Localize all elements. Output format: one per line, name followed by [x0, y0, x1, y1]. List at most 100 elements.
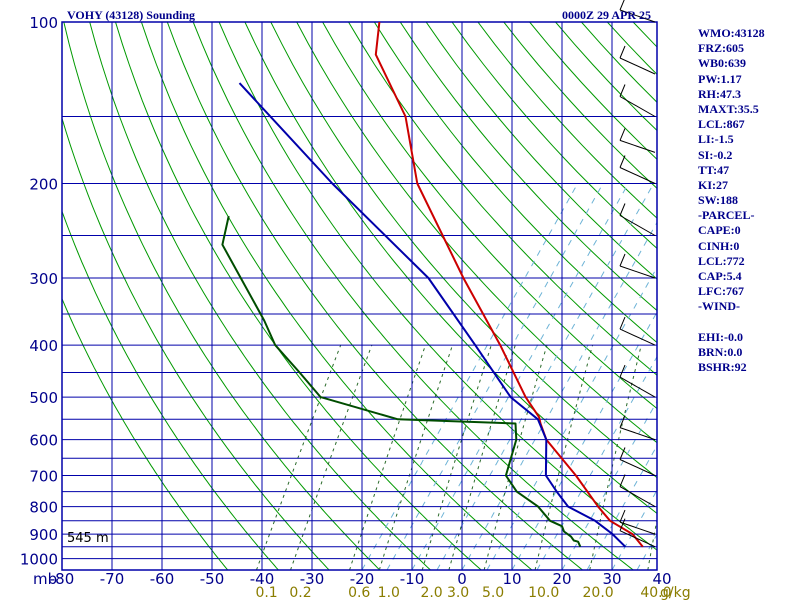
mixing-ratio-label: 1.0	[378, 585, 400, 600]
stat-item: CINH:0	[698, 238, 740, 253]
wind-barb	[619, 203, 656, 236]
dry-adiabat	[581, 22, 657, 103]
wind-barb	[619, 155, 656, 184]
mixing-ratio-line	[448, 344, 516, 570]
stat-item: SW:188	[698, 193, 739, 208]
mixing-ratio-line	[421, 344, 492, 570]
temperature-tick-label: -80	[50, 570, 75, 588]
stat-item: KI:27	[698, 177, 728, 192]
mixing-ratio-label: 40.0	[640, 585, 671, 600]
temperature-tick-label: 20	[552, 570, 571, 588]
pressure-tick-label: 600	[29, 432, 58, 450]
dry-adiabat	[218, 22, 657, 551]
dry-adiabat	[62, 116, 330, 570]
dry-adiabat	[425, 22, 657, 280]
stat-item	[698, 315, 765, 330]
wind-barb	[619, 364, 656, 398]
wind-barb	[619, 128, 656, 153]
moist-adiabat	[536, 355, 657, 570]
stat-item: CAP:5.4	[698, 269, 742, 283]
stat-item: LFC:767	[698, 284, 744, 299]
moist-adiabat	[636, 533, 657, 570]
parcel-line	[238, 82, 627, 548]
pressure-tick-label: 800	[29, 499, 58, 517]
pressure-tick-label: 100	[29, 14, 58, 32]
wind-barb	[619, 45, 656, 75]
pressure-tick-label: 1000	[20, 551, 58, 569]
temperature-tick-label: 10	[502, 570, 521, 588]
dry-adiabat	[348, 22, 657, 376]
temperature-tick-label: -40	[250, 570, 275, 588]
surface-height-label: 545 m	[67, 531, 109, 546]
stat-item: BSHR:92	[698, 360, 747, 375]
stat-item: WB0:639	[698, 56, 746, 71]
wind-barb	[619, 415, 656, 441]
temperature-line	[374, 22, 644, 548]
stats-panel: WMO:43128 FRZ:605 WB0:639 PW:1.17 RH:47.3 MAX…	[698, 26, 765, 375]
moist-adiabat	[361, 183, 579, 570]
mixing-ratio-line	[290, 344, 373, 570]
moist-adiabat	[386, 183, 604, 570]
dry-adiabat	[89, 22, 431, 570]
sounding-datetime: 0000Z 29 APR 25	[562, 8, 652, 22]
moist-adiabat	[411, 183, 629, 570]
pressure-tick-label: 500	[29, 389, 58, 407]
temperature-tick-label: -20	[350, 570, 375, 588]
mixing-ratio-label: 3.0	[447, 585, 469, 600]
temperature-tick-label: -60	[150, 570, 175, 588]
mixing-ratio-label: 10.0	[528, 585, 559, 600]
mixing-ratio-label: 0.2	[289, 585, 311, 600]
wind-barb	[619, 447, 656, 476]
mixing-ratio-line	[647, 517, 657, 570]
stat-item: -WIND-	[698, 299, 740, 314]
dewpoint-line	[221, 215, 582, 548]
dry-adiabat	[62, 210, 279, 570]
stat-item: MAXT:35.5	[698, 101, 759, 116]
mixing-ratio-label: 5.0	[482, 585, 504, 600]
stat-item: PW:1.17	[698, 71, 742, 86]
temperature-tick-label: 40	[652, 570, 671, 588]
dry-adiabat	[166, 22, 583, 570]
stat-item: SI:-0.2	[698, 147, 733, 162]
dry-adiabat	[451, 22, 657, 250]
temperature-tick-label: 30	[602, 570, 621, 588]
stat-item: -PARCEL-	[698, 208, 755, 223]
stat-item: LCL:867	[698, 117, 745, 132]
temperature-tick-label: -50	[200, 570, 225, 588]
moist-adiabat	[511, 311, 657, 570]
wind-barb	[619, 509, 656, 535]
plot-frame	[61, 21, 658, 571]
pressure-tick-label: 700	[29, 468, 58, 486]
mixing-ratio-line	[483, 344, 548, 570]
mixing-ratio-label: 20.0	[583, 585, 614, 600]
moist-adiabat	[436, 183, 655, 570]
mixing-ratio-label: 0.6	[348, 585, 370, 600]
wind-barb	[619, 253, 656, 279]
wind-barb	[619, 0, 656, 23]
mixing-ratio-line	[255, 344, 342, 570]
stat-item: CAPE:0	[698, 223, 741, 238]
stat-item: EHI:-0.0	[698, 329, 743, 344]
temperature-tick-label: 0	[457, 570, 467, 588]
mixing-ratio-line	[349, 344, 426, 570]
temperature-tick-label: -70	[100, 570, 125, 588]
stat-item: BRN:0.0	[698, 344, 743, 359]
dry-adiabat	[788, 22, 800, 570]
pressure-tick-label: 400	[29, 337, 58, 355]
dry-adiabat	[62, 297, 229, 570]
wind-barb	[619, 84, 656, 117]
wind-barb	[619, 474, 656, 508]
dry-adiabat	[115, 22, 482, 570]
dry-adiabat	[763, 22, 800, 570]
dry-adiabat	[373, 22, 657, 344]
stat-item: LCL:772	[698, 253, 745, 268]
station-title: VOHY (43128) Sounding	[67, 8, 196, 22]
stat-item: RH:47.3	[698, 86, 741, 101]
wind-barb	[619, 518, 656, 548]
temperature-tick-label: -10	[400, 570, 425, 588]
temperature-tick-label: -30	[300, 570, 325, 588]
dry-adiabat	[140, 22, 533, 570]
moist-adiabat	[561, 400, 657, 570]
pressure-tick-label: 900	[29, 526, 58, 544]
